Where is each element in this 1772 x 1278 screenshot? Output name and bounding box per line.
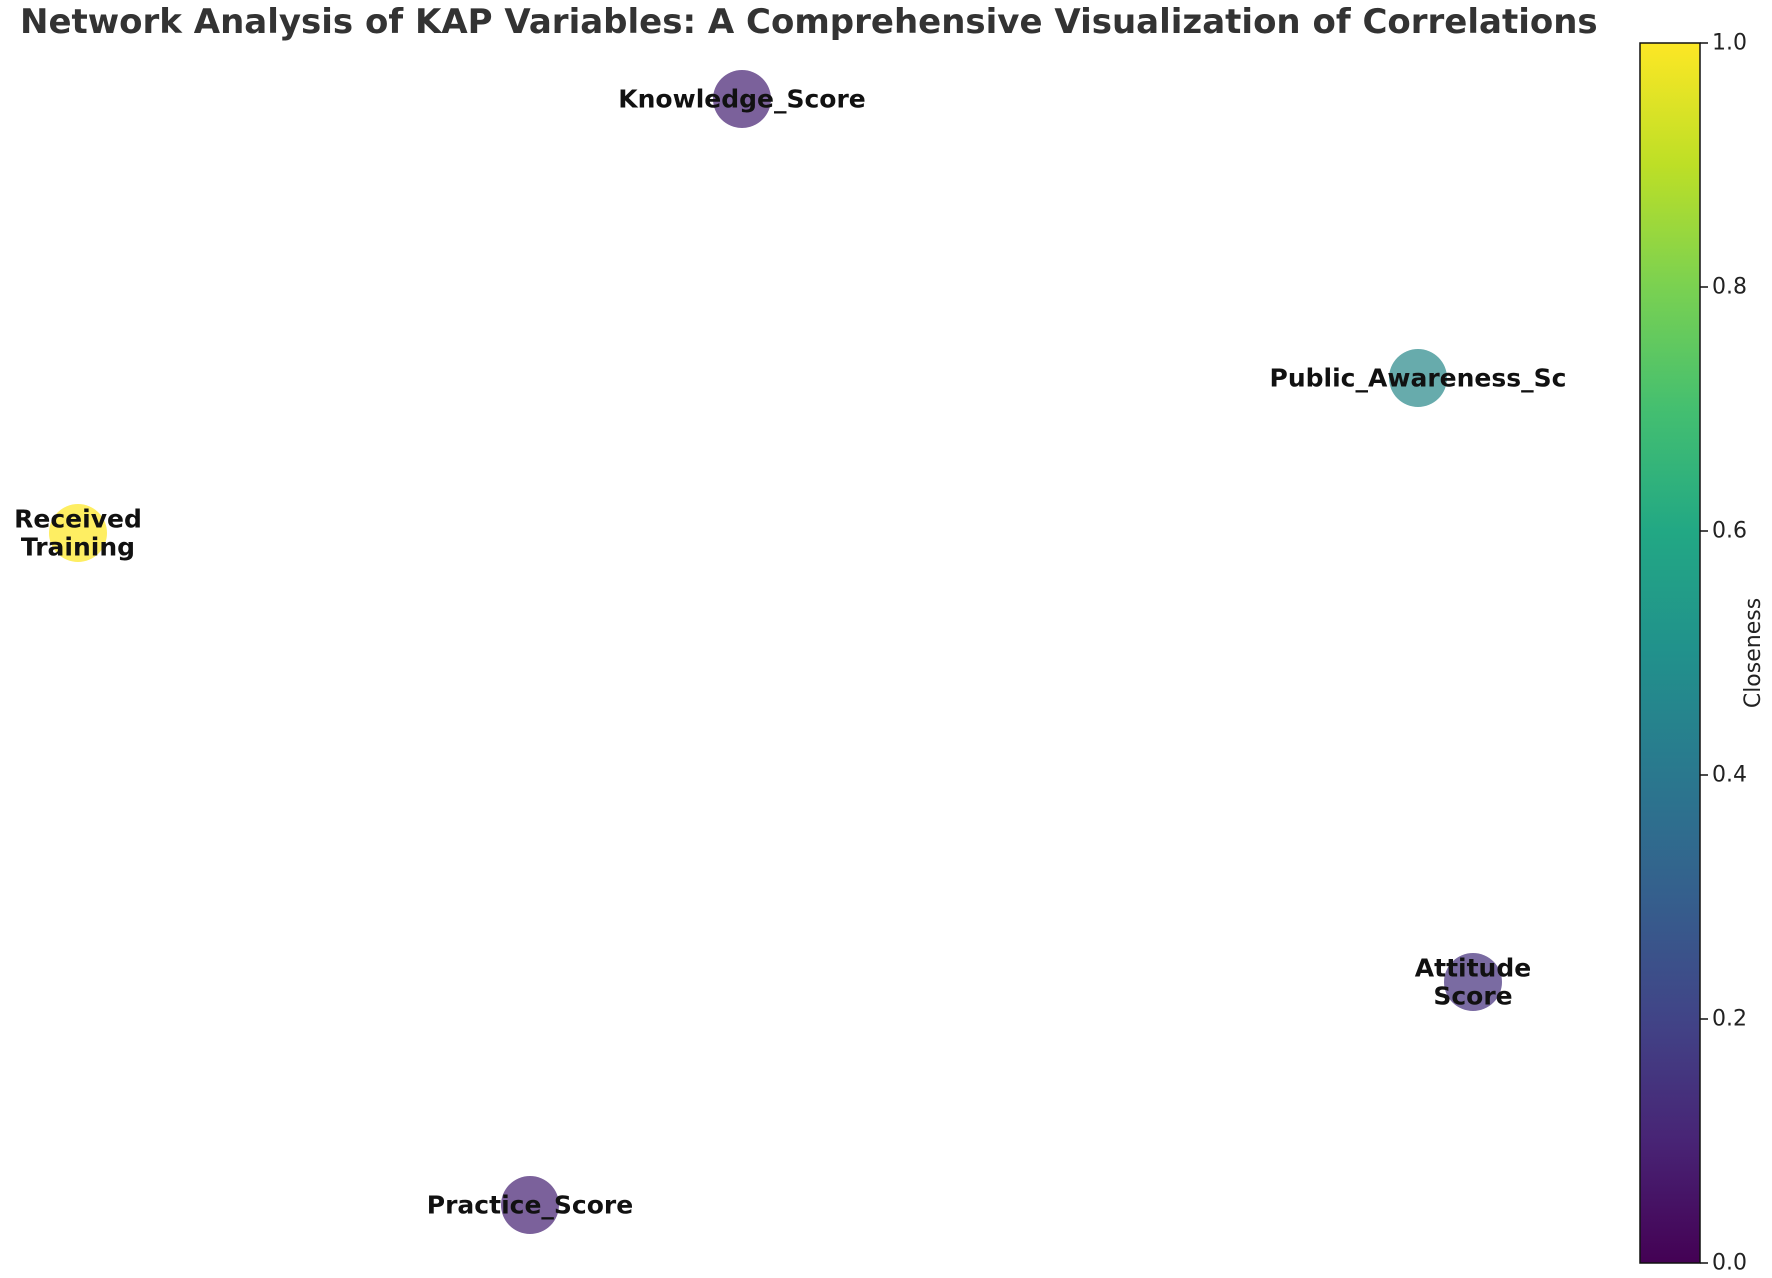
nodes-layer: Knowledge_Score Public_Awareness_Sc Receiv… xyxy=(14,70,1566,1234)
node-practice: Practice_Score xyxy=(427,1176,633,1234)
colorbar-ticks: 0.0 0.2 0.4 0.6 0.8 1.0 xyxy=(1700,31,1747,1276)
colorbar-gradient xyxy=(1639,42,1701,1264)
node-label-public_awareness: Public_Awareness_Sc xyxy=(1270,364,1567,393)
node-label-received_training-line-2: Training xyxy=(21,533,135,562)
node-circle-received_training xyxy=(49,504,107,562)
colorbar-tick-label: 0.6 xyxy=(1712,519,1747,544)
node-circle-practice xyxy=(501,1176,559,1234)
colorbar-tick-label: 1.0 xyxy=(1712,31,1747,56)
node-label-attitude-line-1: Attitude xyxy=(1415,954,1531,983)
node-label-attitude-line-2: Score xyxy=(1433,982,1512,1011)
node-public_awareness: Public_Awareness_Sc xyxy=(1270,349,1567,407)
node-circle-knowledge xyxy=(713,70,771,128)
chart-title: Network Analysis of KAP Variables: A Com… xyxy=(20,2,1598,42)
node-circle-public_awareness xyxy=(1389,349,1447,407)
colorbar-label: Closeness xyxy=(1741,598,1766,708)
node-circle-attitude xyxy=(1444,953,1502,1011)
node-knowledge: Knowledge_Score xyxy=(618,70,866,128)
colorbar-tick-label: 0.0 xyxy=(1712,1251,1747,1276)
node-label-received_training-line-1: Received xyxy=(14,505,142,534)
colorbar-tick-label: 0.8 xyxy=(1712,275,1747,300)
node-label-practice: Practice_Score xyxy=(427,1191,633,1220)
node-label-knowledge: Knowledge_Score xyxy=(618,85,866,114)
colorbar: 0.0 0.2 0.4 0.6 0.8 1.0 Closeness xyxy=(1639,31,1766,1276)
colorbar-tick-label: 0.4 xyxy=(1712,763,1747,788)
colorbar-tick-label: 0.2 xyxy=(1712,1007,1747,1032)
